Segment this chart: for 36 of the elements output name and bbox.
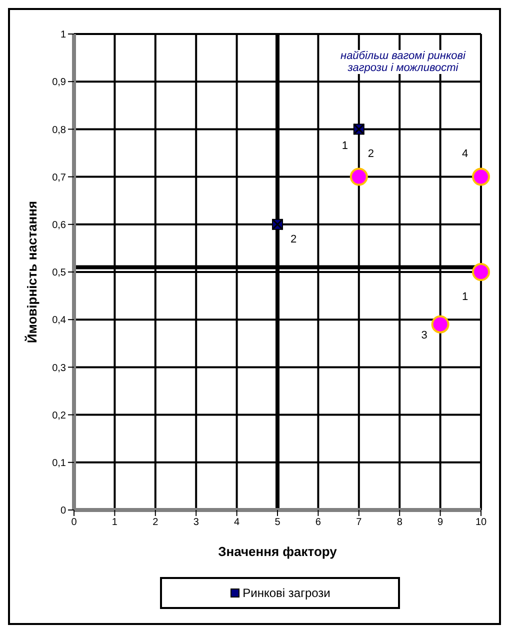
x-tick-label: 8 bbox=[396, 517, 403, 528]
y-tick-label: 0 bbox=[60, 506, 66, 517]
x-tick-label: 7 bbox=[356, 517, 362, 528]
annotation: 1 bbox=[342, 140, 348, 152]
x-tick-label: 4 bbox=[234, 517, 240, 528]
annotation: 2 bbox=[368, 148, 374, 160]
point bbox=[472, 263, 490, 281]
y-tick-label: 0,8 bbox=[52, 124, 66, 136]
y-tick-label: 0,3 bbox=[52, 362, 66, 374]
y-tick-label: 0,4 bbox=[52, 315, 66, 326]
x-tick-label: 2 bbox=[152, 517, 159, 528]
annotation: 2 bbox=[290, 233, 297, 246]
point bbox=[431, 315, 450, 334]
x-tick-label: 3 bbox=[193, 517, 200, 528]
y-tick-label: 0,5 bbox=[52, 268, 66, 279]
x-tick-label: 0 bbox=[71, 517, 78, 528]
point bbox=[472, 168, 490, 186]
y-tick-label: 0,9 bbox=[52, 77, 66, 88]
x-tick-label: 6 bbox=[315, 517, 322, 528]
y-tick-label: 0,1 bbox=[52, 458, 66, 469]
point bbox=[350, 168, 368, 186]
y-tick-label: 0,6 bbox=[52, 220, 66, 231]
y-tick-label: 0,2 bbox=[52, 410, 66, 422]
x-tick-label: 9 bbox=[438, 517, 444, 528]
x-tick-label: 10 bbox=[475, 517, 487, 528]
x-tick-label: 1 bbox=[112, 517, 118, 528]
y-tick-label: 1 bbox=[60, 30, 66, 41]
annotation: 3 bbox=[421, 329, 428, 342]
x-axis-title: Значення фактору bbox=[218, 544, 338, 559]
annotation: найбільш вагомі ринкові загрози і можливості bbox=[328, 50, 478, 74]
annotation: 1 bbox=[462, 291, 468, 303]
legend-label: Ринкові загрози bbox=[242, 586, 330, 600]
y-axis-title: Ймовірність настання bbox=[24, 200, 40, 344]
y-tick-label: 0,7 bbox=[52, 172, 66, 184]
annotation: 4 bbox=[462, 148, 468, 160]
x-tick-label: 5 bbox=[274, 517, 281, 528]
